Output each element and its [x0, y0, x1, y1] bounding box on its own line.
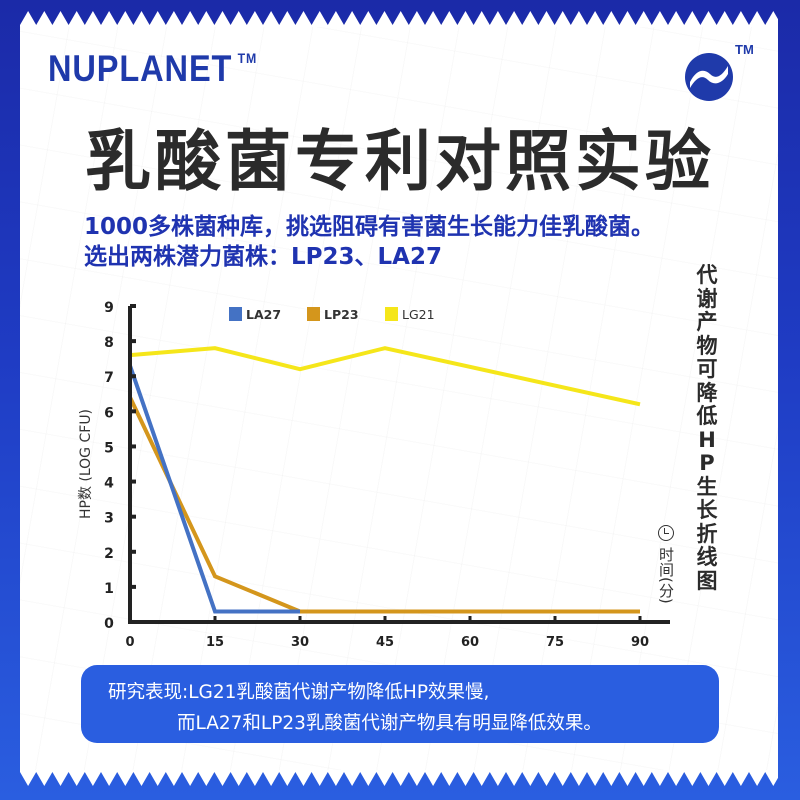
y-tick-label: 4	[104, 476, 114, 492]
y-tick-label: 8	[104, 335, 114, 351]
x-tick-label: 0	[125, 635, 134, 650]
legend-label-lp23: LP23	[324, 307, 359, 322]
y-tick-label: 3	[104, 511, 114, 527]
x-tick-label: 60	[461, 635, 479, 650]
trademark: TM	[237, 50, 258, 66]
legend-swatch-lg21	[385, 307, 398, 321]
brand-name: NUPLANET TM	[48, 48, 257, 90]
clock-icon	[658, 525, 674, 541]
summary-box: 研究表现:LG21乳酸菌代谢产物降低HP效果慢, 而LA27和LP23乳酸菌代谢…	[81, 665, 719, 743]
poster-card	[20, 26, 778, 771]
y-tick-label: 1	[104, 581, 114, 597]
legend-swatch-la27	[229, 307, 242, 321]
summary-line-1: 研究表现:LG21乳酸菌代谢产物降低HP效果慢,	[108, 682, 490, 703]
zigzag-bottom-edge	[20, 770, 778, 786]
legend-swatch-lp23	[307, 307, 320, 321]
y-tick-label: 9	[104, 300, 114, 316]
legend-label-la27: LA27	[246, 307, 281, 322]
chart-side-title: 代谢产物可降低HP生长折线图	[696, 263, 718, 593]
wave-circle-logo-icon	[685, 53, 733, 101]
x-tick-label: 90	[631, 635, 649, 650]
logo-trademark: TM	[735, 42, 754, 57]
x-tick-label: 30	[291, 635, 309, 650]
series-line-la27	[128, 365, 640, 614]
x-tick-label: 45	[376, 635, 394, 650]
y-tick-label: 6	[104, 405, 114, 421]
series-line-lp23	[128, 396, 640, 614]
y-tick-label: 0	[104, 616, 114, 632]
y-axis-label: HP数 (LOG CFU)	[78, 409, 94, 519]
brand-text: NUPLANET	[48, 48, 233, 89]
x-tick-label: 15	[206, 635, 224, 650]
y-tick-label: 5	[104, 440, 114, 456]
legend-label-lg21: LG21	[402, 307, 435, 322]
chart-series-lines	[128, 346, 641, 614]
page-title: 乳酸菌专利对照实验	[85, 123, 715, 200]
summary-line-2: 而LA27和LP23乳酸菌代谢产物具有明显降低效果。	[177, 713, 602, 734]
series-line-lg21	[129, 346, 641, 407]
subtitle-line-2: 选出两株潜力菌株：LP23、LA27	[84, 244, 442, 270]
x-axis-unit-label: 时间(分)	[657, 547, 675, 604]
y-tick-label: 2	[104, 546, 114, 562]
zigzag-top-edge	[20, 11, 778, 27]
y-tick-label: 7	[104, 370, 114, 386]
x-tick-label: 75	[546, 635, 564, 650]
subtitle-line-1: 1000多株菌种库，挑选阻碍有害菌生长能力佳乳酸菌。	[84, 214, 655, 240]
chart-legend: LA27 LP23 LG21	[229, 307, 435, 322]
x-axis-unit: 时间(分)	[655, 525, 677, 608]
